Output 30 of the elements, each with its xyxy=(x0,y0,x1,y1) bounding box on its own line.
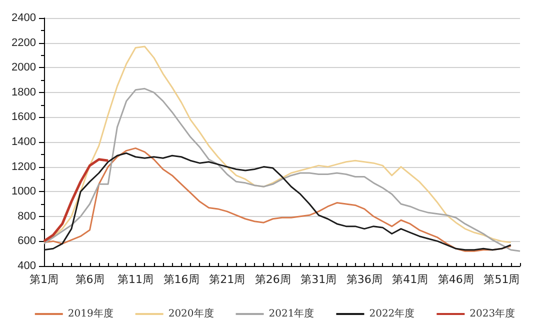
x-tick-label: 第36周 xyxy=(346,273,382,286)
x-tick-label: 第6周 xyxy=(75,273,104,286)
x-tick-label: 第1周 xyxy=(30,273,58,286)
line-series xyxy=(43,88,521,252)
y-tick-label: 800 xyxy=(18,210,36,222)
legend-label: 2022年度 xyxy=(369,308,415,320)
line-series xyxy=(43,46,512,244)
y-tick-label: 1800 xyxy=(12,86,36,98)
legend-label: 2023年度 xyxy=(470,308,516,320)
x-tick-label: 第26周 xyxy=(254,273,291,286)
x-tick-label: 第16周 xyxy=(163,273,200,286)
y-tick-label: 2400 xyxy=(12,12,36,24)
y-tick-label: 2200 xyxy=(12,36,36,49)
x-tick-label: 第51周 xyxy=(484,273,520,286)
legend-label: 2021年度 xyxy=(268,308,314,320)
y-tick-label: 1400 xyxy=(12,136,36,148)
legend-label: 2020年度 xyxy=(168,308,214,320)
y-tick-label: 1000 xyxy=(12,186,36,198)
y-tick-label: 1200 xyxy=(12,160,36,173)
x-tick-label: 第21周 xyxy=(209,273,246,286)
y-tick-label: 400 xyxy=(18,260,36,272)
x-tick-label: 第46周 xyxy=(438,273,474,286)
line-series xyxy=(42,158,110,242)
y-tick-label: 600 xyxy=(18,235,36,248)
y-tick-label: 2000 xyxy=(12,62,36,74)
x-tick-label: 第41周 xyxy=(392,273,428,286)
x-tick-label: 第31周 xyxy=(300,273,337,286)
x-tick-label: 第11周 xyxy=(118,273,154,286)
legend-label: 2019年度 xyxy=(68,308,114,320)
y-tick-label: 1600 xyxy=(12,111,36,124)
